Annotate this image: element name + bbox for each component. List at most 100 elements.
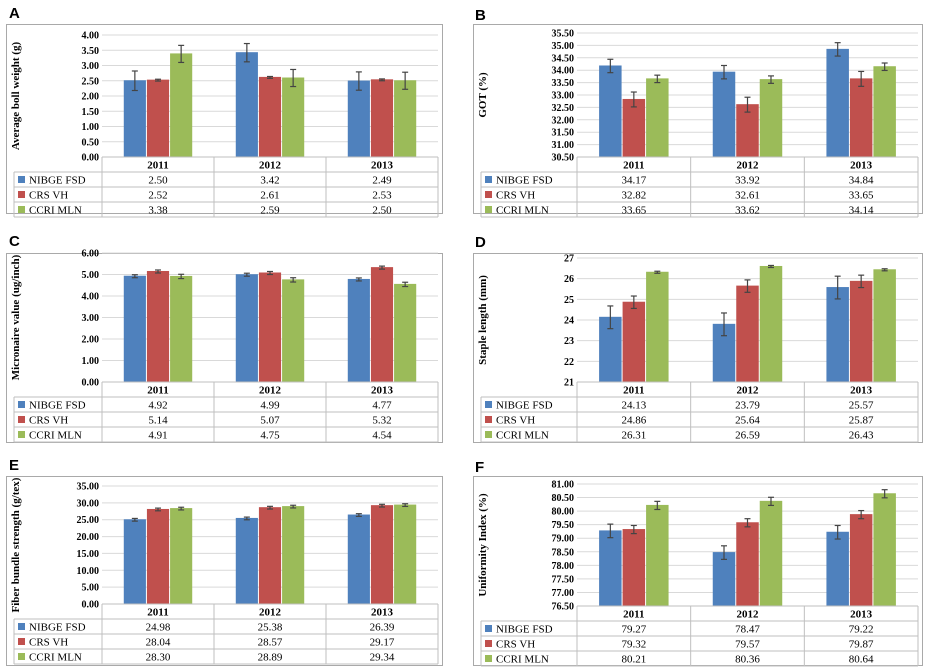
chart-c-bar-ccri-mln: [394, 283, 417, 383]
chart-f-bar-ccri-mln: [759, 500, 783, 607]
chart-b-legend-label: CRS VH: [496, 190, 535, 202]
chart-b-ytick: 35.50: [552, 29, 575, 40]
chart-c-legend-swatch: [18, 431, 25, 438]
chart-f-data-label: 79.87: [849, 639, 874, 651]
chart-a-ytick: 0.50: [82, 137, 100, 148]
chart-f-ytick: 77.00: [552, 588, 575, 599]
chart-b-legend-label: CCRI MLN: [496, 205, 549, 217]
chart-e-category-label: 2012: [259, 607, 282, 619]
chart-e-data-label: 29.17: [370, 637, 395, 649]
chart-d-category-label: 2011: [623, 385, 644, 397]
chart-f-legend-label: NIBGE FSD: [496, 624, 553, 636]
chart-b-ytick: 33.00: [552, 91, 575, 102]
chart-e-bar-ccri-mln: [282, 506, 305, 605]
chart-e-data-label: 28.04: [146, 637, 171, 649]
chart-c-bar-crs-vh: [146, 270, 170, 383]
chart-e-bar-ccri-mln: [394, 504, 417, 605]
chart-e-bar-nibge-fsd: [347, 514, 370, 605]
chart-c-ytick: 1.00: [82, 356, 100, 367]
chart-a-ytick: 4.00: [82, 31, 100, 42]
chart-f-bar-nibge-fsd: [599, 530, 622, 607]
chart-d-data-label: 24.86: [621, 415, 646, 427]
chart-d-ytick: 23: [564, 336, 574, 347]
chart-a-legend-swatch: [18, 191, 25, 198]
chart-e-bar-ccri-mln: [170, 508, 193, 605]
chart-e-category-label: 2013: [371, 607, 394, 619]
chart-b-bar-ccri-mln: [759, 79, 783, 158]
chart-c-bar-nibge-fsd: [235, 274, 258, 383]
chart-e-bar-crs-vh: [370, 505, 394, 605]
chart-b-ytick: 34.00: [552, 66, 575, 77]
chart-c-data-label: 4.77: [372, 400, 392, 412]
chart-a-bar-ccri-mln: [282, 77, 305, 158]
chart-c-data-label: 4.75: [260, 430, 280, 442]
chart-a-legend-label: NIBGE FSD: [29, 175, 86, 187]
chart-f-ytick: 81.00: [552, 480, 575, 491]
chart-e-data-label: 28.57: [258, 637, 283, 649]
chart-f-bar-nibge-fsd: [712, 552, 736, 607]
chart-d-ytick: 26: [564, 274, 574, 285]
chart-d-data-label: 25.87: [849, 415, 874, 427]
chart-a-data-label: 2.50: [372, 205, 392, 217]
chart-c-legend-label: CCRI MLN: [29, 430, 82, 442]
chart-e-data-label: 29.34: [370, 652, 395, 664]
chart-f-category-label: 2011: [623, 609, 644, 621]
chart-b-data-label: 33.92: [735, 175, 760, 187]
chart-a-bar-nibge-fsd: [235, 52, 258, 158]
chart-f-data-label: 80.64: [849, 654, 874, 666]
chart-f-data-label: 80.36: [735, 654, 760, 666]
chart-e-legend-label: CCRI MLN: [29, 652, 82, 664]
chart-e-ytick: 30.00: [77, 498, 100, 509]
chart-d-legend-swatch: [485, 431, 492, 438]
chart-d-legend-label: NIBGE FSD: [496, 400, 553, 412]
chart-c-category-label: 2012: [259, 385, 282, 397]
chart-b-data-label: 34.17: [621, 175, 646, 187]
chart-e-legend-swatch: [18, 623, 25, 630]
chart-a-legend-swatch: [18, 206, 25, 213]
chart-b-legend-swatch: [485, 176, 492, 183]
chart-b-category-label: 2013: [850, 160, 873, 172]
chart-f-category-label: 2013: [850, 609, 873, 621]
chart-a-data-label: 2.61: [260, 190, 279, 202]
chart-c-ytick: 3.00: [82, 313, 100, 324]
chart-e-category-label: 2011: [147, 607, 168, 619]
chart-a-bar-ccri-mln: [394, 80, 417, 158]
panel-letter-b: B: [475, 7, 486, 24]
chart-b-data-label: 32.61: [735, 190, 760, 202]
chart-f-legend-swatch: [485, 625, 492, 632]
chart-f-legend-swatch: [485, 655, 492, 662]
chart-c-ytick: 4.00: [82, 292, 100, 303]
chart-d-data-label: 26.43: [849, 430, 874, 442]
chart-d-data-label: 25.57: [849, 400, 874, 412]
chart-a-bar-nibge-fsd: [347, 80, 370, 158]
chart-b-ytick: 30.50: [552, 153, 575, 164]
chart-c-data-label: 4.99: [260, 400, 280, 412]
chart-a-legend-swatch: [18, 176, 25, 183]
chart-d-category-label: 2013: [850, 385, 873, 397]
chart-a-bar-nibge-fsd: [123, 80, 146, 158]
chart-a-ytick: 0.00: [82, 153, 100, 164]
panel-letter-a: A: [9, 5, 20, 22]
chart-f-ytick: 77.50: [552, 574, 575, 585]
chart-a-bar-ccri-mln: [170, 53, 193, 158]
chart-a-data-label: 2.49: [372, 175, 392, 187]
chart-f-ytick: 78.50: [552, 547, 575, 558]
chart-e-data-label: 26.39: [370, 622, 395, 634]
chart-b-legend-swatch: [485, 191, 492, 198]
chart-b-bar-nibge-fsd: [826, 48, 849, 158]
chart-f-bar-ccri-mln: [873, 493, 896, 607]
chart-a-ytick: 2.50: [82, 76, 100, 87]
chart-f-bar-crs-vh: [849, 514, 873, 607]
chart-e-ytick: 35.00: [77, 482, 100, 493]
chart-f-ytick: 80.00: [552, 507, 575, 518]
chart-c-data-label: 5.32: [372, 415, 391, 427]
chart-e-ytick: 25.00: [77, 515, 100, 526]
chart-b-ytick: 31.50: [552, 128, 575, 139]
chart-c-data-label: 4.92: [148, 400, 167, 412]
chart-f-data-label: 79.32: [621, 639, 646, 651]
chart-b-bar-ccri-mln: [646, 78, 669, 158]
chart-f-data-label: 79.22: [849, 624, 874, 636]
chart-a-ytick: 1.00: [82, 122, 100, 133]
chart-d-ytick: 21: [564, 378, 574, 389]
